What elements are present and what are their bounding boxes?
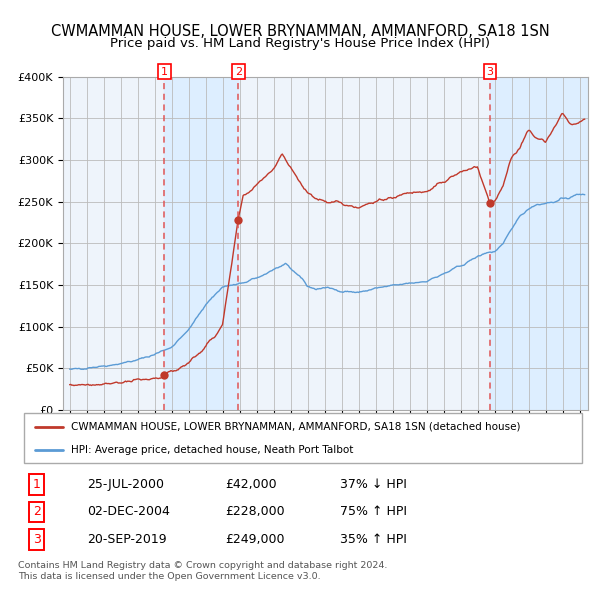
Text: 25-JUL-2000: 25-JUL-2000 <box>87 478 164 491</box>
Text: 02-DEC-2004: 02-DEC-2004 <box>87 505 170 519</box>
Text: 75% ↑ HPI: 75% ↑ HPI <box>340 505 407 519</box>
Text: 35% ↑ HPI: 35% ↑ HPI <box>340 533 407 546</box>
Text: HPI: Average price, detached house, Neath Port Talbot: HPI: Average price, detached house, Neat… <box>71 445 354 455</box>
Text: £249,000: £249,000 <box>225 533 284 546</box>
Text: Price paid vs. HM Land Registry's House Price Index (HPI): Price paid vs. HM Land Registry's House … <box>110 37 490 50</box>
Text: 3: 3 <box>33 533 41 546</box>
Text: £228,000: £228,000 <box>225 505 285 519</box>
FancyBboxPatch shape <box>24 413 582 463</box>
Text: 1: 1 <box>161 67 168 77</box>
Text: This data is licensed under the Open Government Licence v3.0.: This data is licensed under the Open Gov… <box>18 572 320 581</box>
Text: 2: 2 <box>33 505 41 519</box>
Text: CWMAMMAN HOUSE, LOWER BRYNAMMAN, AMMANFORD, SA18 1SN: CWMAMMAN HOUSE, LOWER BRYNAMMAN, AMMANFO… <box>50 24 550 38</box>
Text: 20-SEP-2019: 20-SEP-2019 <box>87 533 167 546</box>
Text: Contains HM Land Registry data © Crown copyright and database right 2024.: Contains HM Land Registry data © Crown c… <box>18 561 388 570</box>
Text: £42,000: £42,000 <box>225 478 277 491</box>
Text: CWMAMMAN HOUSE, LOWER BRYNAMMAN, AMMANFORD, SA18 1SN (detached house): CWMAMMAN HOUSE, LOWER BRYNAMMAN, AMMANFO… <box>71 421 521 431</box>
Text: 2: 2 <box>235 67 242 77</box>
Bar <box>490 77 588 410</box>
Text: 3: 3 <box>486 67 493 77</box>
Bar <box>164 77 238 410</box>
Text: 1: 1 <box>33 478 41 491</box>
Text: 37% ↓ HPI: 37% ↓ HPI <box>340 478 407 491</box>
